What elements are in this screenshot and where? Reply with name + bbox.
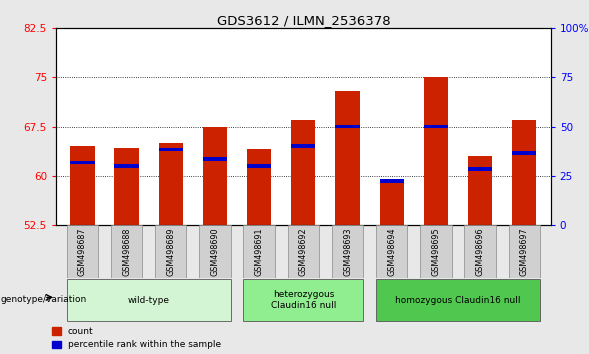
Text: GSM498695: GSM498695 [431, 227, 441, 276]
Legend: count, percentile rank within the sample: count, percentile rank within the sample [52, 327, 221, 349]
Bar [512, 151, 537, 155]
Bar [423, 125, 448, 129]
Text: homozygous Claudin16 null: homozygous Claudin16 null [395, 296, 521, 304]
Bar [468, 167, 492, 171]
FancyBboxPatch shape [332, 225, 363, 278]
FancyBboxPatch shape [111, 225, 143, 278]
Title: GDS3612 / ILMN_2536378: GDS3612 / ILMN_2536378 [217, 14, 390, 27]
Text: genotype/variation: genotype/variation [1, 295, 87, 304]
Bar [70, 146, 95, 225]
Text: GSM498689: GSM498689 [166, 227, 176, 276]
Bar [67, 279, 231, 321]
Bar [114, 164, 139, 168]
Bar [203, 158, 227, 161]
Text: GSM498693: GSM498693 [343, 227, 352, 276]
FancyBboxPatch shape [67, 225, 98, 278]
FancyBboxPatch shape [199, 225, 231, 278]
Text: GSM498691: GSM498691 [254, 227, 264, 276]
Bar [379, 182, 404, 225]
FancyBboxPatch shape [464, 225, 496, 278]
Text: GSM498688: GSM498688 [122, 227, 131, 276]
Text: GSM498697: GSM498697 [519, 227, 529, 276]
Text: wild-type: wild-type [128, 296, 170, 304]
Bar [203, 126, 227, 225]
Text: GSM498696: GSM498696 [475, 227, 485, 276]
FancyBboxPatch shape [287, 225, 319, 278]
Bar [158, 148, 183, 151]
Bar [376, 279, 540, 321]
Bar [243, 279, 363, 321]
Bar [70, 161, 95, 164]
Text: heterozygous
Claudin16 null: heterozygous Claudin16 null [271, 290, 336, 310]
Bar [423, 78, 448, 225]
FancyBboxPatch shape [508, 225, 540, 278]
Bar [114, 148, 139, 225]
Text: GSM498694: GSM498694 [387, 227, 396, 276]
FancyBboxPatch shape [376, 225, 408, 278]
FancyBboxPatch shape [420, 225, 452, 278]
Text: GSM498690: GSM498690 [210, 227, 220, 276]
Bar [468, 156, 492, 225]
FancyBboxPatch shape [243, 225, 275, 278]
Bar [335, 125, 360, 129]
Bar [291, 144, 316, 148]
Text: GSM498687: GSM498687 [78, 227, 87, 276]
Bar [247, 149, 272, 225]
Bar [291, 120, 316, 225]
Bar [247, 164, 272, 168]
Bar [379, 179, 404, 183]
Text: GSM498692: GSM498692 [299, 227, 308, 276]
FancyBboxPatch shape [155, 225, 187, 278]
Bar [512, 120, 537, 225]
Bar [335, 91, 360, 225]
Bar [158, 143, 183, 225]
